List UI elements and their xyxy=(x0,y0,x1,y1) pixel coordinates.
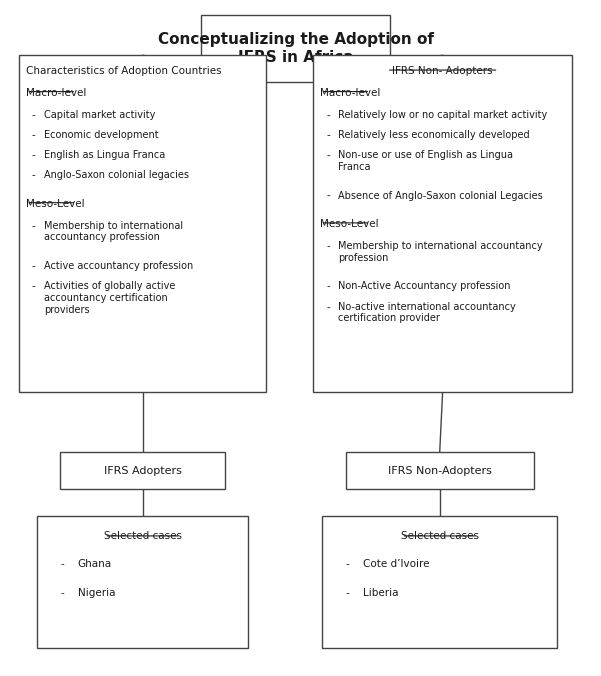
Text: English as Lingua Franca: English as Lingua Franca xyxy=(44,150,165,160)
Text: Membership to international accountancy
profession: Membership to international accountancy … xyxy=(338,241,543,263)
Text: Meso-Level: Meso-Level xyxy=(26,199,85,209)
Text: -: - xyxy=(326,241,330,251)
Text: Economic development: Economic development xyxy=(44,130,159,140)
Text: -: - xyxy=(326,130,330,140)
Text: -: - xyxy=(326,301,330,312)
FancyBboxPatch shape xyxy=(313,55,572,392)
Text: -: - xyxy=(326,191,330,201)
Text: Anglo-Saxon colonial legacies: Anglo-Saxon colonial legacies xyxy=(44,170,189,180)
Text: -: - xyxy=(32,110,35,120)
Text: -: - xyxy=(326,281,330,291)
Text: Relatively low or no capital market activity: Relatively low or no capital market acti… xyxy=(338,110,547,120)
FancyBboxPatch shape xyxy=(37,516,248,648)
Text: -: - xyxy=(32,150,35,160)
Text: Conceptualizing the Adoption of
IFRS in Africa: Conceptualizing the Adoption of IFRS in … xyxy=(157,32,433,65)
Text: Activities of globally active
accountancy certification
providers: Activities of globally active accountanc… xyxy=(44,281,175,314)
Text: Relatively less economically developed: Relatively less economically developed xyxy=(338,130,529,140)
Text: No-active international accountancy
certification provider: No-active international accountancy cert… xyxy=(338,301,516,323)
Text: IFRS Non-Adopters: IFRS Non-Adopters xyxy=(388,466,492,476)
Text: Non-use or use of English as Lingua
Franca: Non-use or use of English as Lingua Fran… xyxy=(338,150,513,172)
Text: Cote d’Ivoire: Cote d’Ivoire xyxy=(363,560,430,569)
Text: Selected cases: Selected cases xyxy=(103,531,182,541)
Text: Non-Active Accountancy profession: Non-Active Accountancy profession xyxy=(338,281,510,291)
Text: IFRS Non- Adopters: IFRS Non- Adopters xyxy=(392,66,493,76)
FancyBboxPatch shape xyxy=(346,452,534,489)
FancyBboxPatch shape xyxy=(19,55,266,392)
Text: Characteristics of Adoption Countries: Characteristics of Adoption Countries xyxy=(26,66,222,76)
Text: IFRS Adopters: IFRS Adopters xyxy=(103,466,182,476)
FancyBboxPatch shape xyxy=(201,15,389,82)
Text: Absence of Anglo-Saxon colonial Legacies: Absence of Anglo-Saxon colonial Legacies xyxy=(338,191,543,201)
Text: Active accountancy profession: Active accountancy profession xyxy=(44,261,193,271)
Text: -: - xyxy=(326,110,330,120)
Text: -: - xyxy=(32,281,35,291)
Text: Macro-level: Macro-level xyxy=(320,88,380,97)
Text: -: - xyxy=(346,560,349,569)
Text: -: - xyxy=(32,130,35,140)
Text: Ghana: Ghana xyxy=(78,560,112,569)
Text: Membership to international
accountancy profession: Membership to international accountancy … xyxy=(44,221,183,243)
Text: -: - xyxy=(60,587,64,598)
Text: Nigeria: Nigeria xyxy=(78,587,115,598)
Text: Meso-Level: Meso-Level xyxy=(320,219,379,229)
Text: Liberia: Liberia xyxy=(363,587,398,598)
Text: -: - xyxy=(60,560,64,569)
Text: -: - xyxy=(32,261,35,271)
Text: -: - xyxy=(346,587,349,598)
FancyBboxPatch shape xyxy=(322,516,557,648)
Text: Macro-level: Macro-level xyxy=(26,88,87,97)
Text: Capital market activity: Capital market activity xyxy=(44,110,155,120)
Text: Selected cases: Selected cases xyxy=(401,531,478,541)
Text: -: - xyxy=(32,170,35,180)
Text: -: - xyxy=(32,221,35,231)
FancyBboxPatch shape xyxy=(60,452,225,489)
Text: -: - xyxy=(326,150,330,160)
